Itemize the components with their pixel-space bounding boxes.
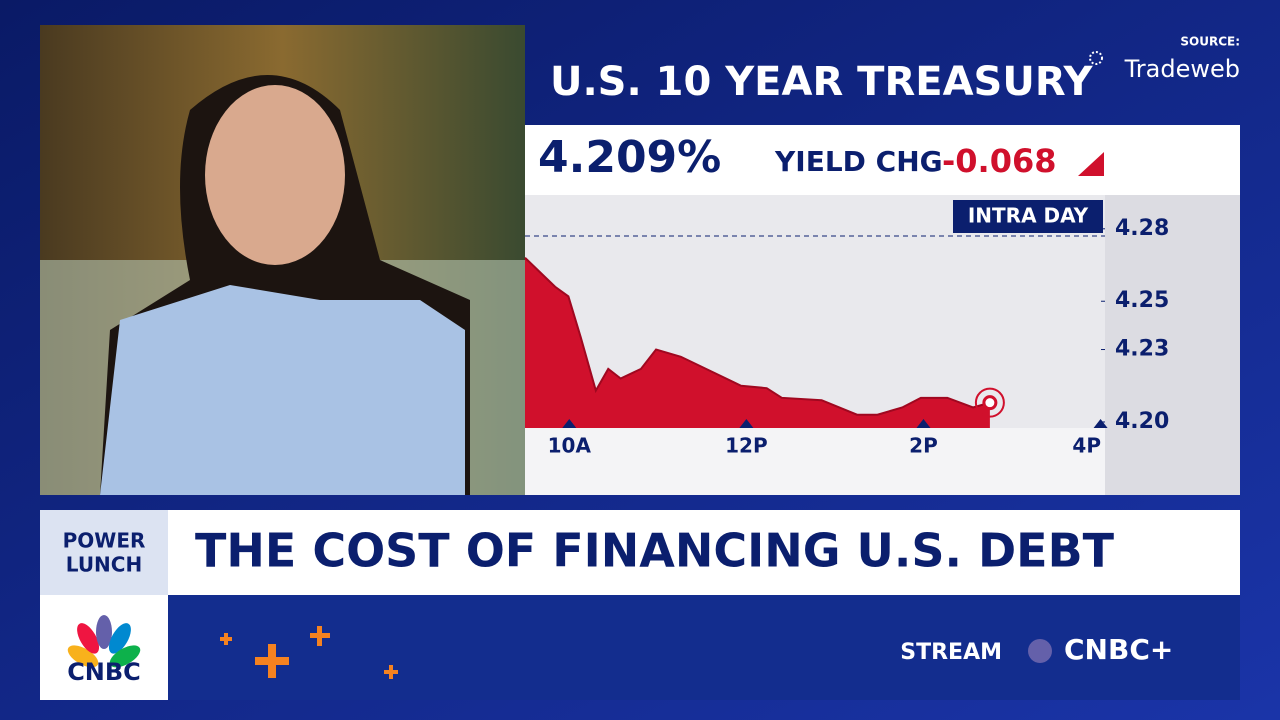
quote-panel bbox=[525, 125, 1240, 195]
change-value: -0.068 bbox=[942, 142, 1057, 180]
x-tick bbox=[1093, 419, 1108, 428]
decor bbox=[220, 626, 398, 679]
x-tick-label: 10A bbox=[548, 434, 592, 458]
change-label: YIELD CHG bbox=[774, 145, 943, 178]
last-point bbox=[982, 395, 998, 411]
change-arrow bbox=[1078, 152, 1104, 176]
video-feed bbox=[40, 25, 525, 495]
show-box bbox=[40, 510, 168, 595]
show-name: POWER bbox=[63, 529, 146, 553]
y-tick-label: 4.23 bbox=[1115, 337, 1169, 362]
headline-box bbox=[168, 510, 1240, 595]
x-tick-label: 4P bbox=[1072, 434, 1101, 458]
line bbox=[524, 257, 991, 416]
show-name: LUNCH bbox=[66, 553, 142, 577]
last-point-ring bbox=[974, 387, 1005, 418]
x-tick-label: 2P bbox=[909, 434, 938, 458]
x-tick bbox=[739, 419, 754, 428]
network: CNBC bbox=[67, 658, 141, 686]
source-logo bbox=[1089, 51, 1103, 65]
source: Tradeweb bbox=[1124, 55, 1240, 83]
source-label: SOURCE: bbox=[1180, 35, 1240, 49]
footer bbox=[40, 595, 1240, 700]
y-tick-label: 4.28 bbox=[1115, 216, 1169, 241]
stream-label: STREAM bbox=[900, 640, 1002, 665]
intraday-box bbox=[953, 200, 1103, 233]
stream-logo bbox=[1028, 639, 1052, 663]
intraday-label: INTRA DAY bbox=[968, 204, 1089, 228]
y-tick-label: 4.20 bbox=[1115, 409, 1169, 434]
axis-panel bbox=[1105, 195, 1240, 495]
x-tick bbox=[916, 419, 931, 428]
plot bbox=[524, 228, 1108, 428]
stream-brand: CNBC+ bbox=[1064, 633, 1173, 666]
quote-value: 4.209% bbox=[538, 132, 721, 183]
area bbox=[525, 257, 990, 428]
y-tick-label: 4.25 bbox=[1115, 288, 1169, 313]
headline: THE COST OF FINANCING U.S. DEBT bbox=[195, 524, 1115, 578]
x-axis-band bbox=[525, 428, 1105, 495]
x-tick bbox=[562, 419, 577, 428]
peacock-logo bbox=[67, 615, 141, 668]
chart-title: U.S. 10 YEAR TREASURY bbox=[550, 59, 1093, 105]
x-tick-label: 12P bbox=[725, 434, 768, 458]
